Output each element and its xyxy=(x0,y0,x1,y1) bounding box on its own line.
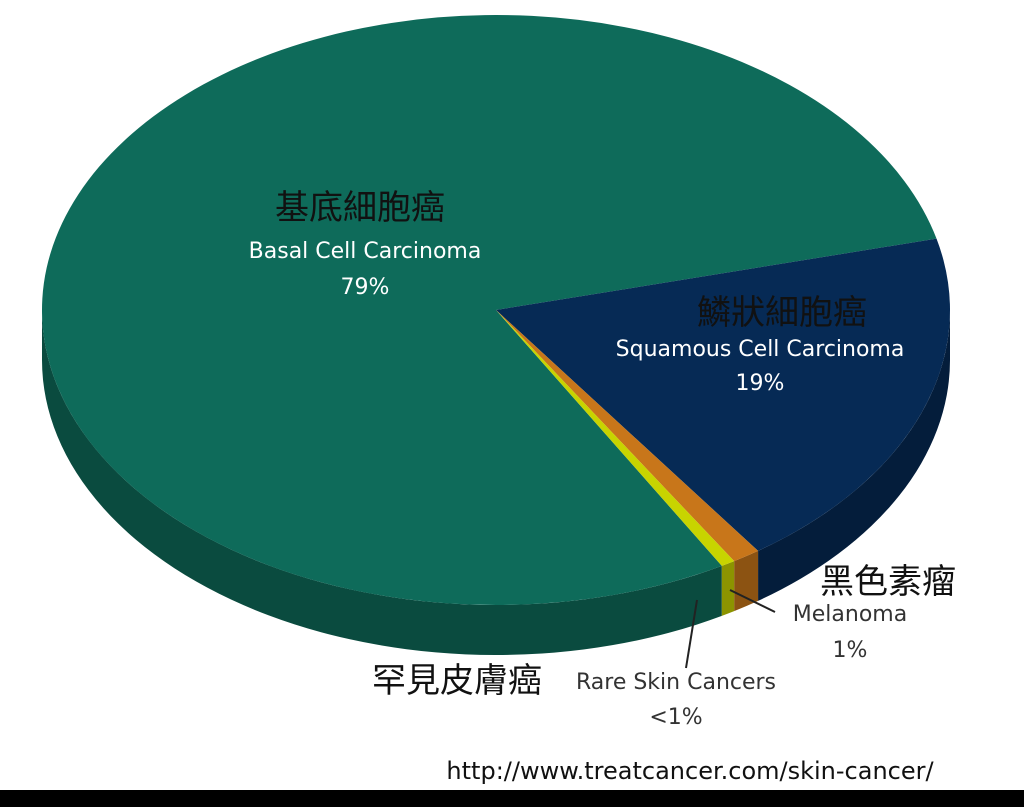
label-en: Squamous Cell Carcinoma xyxy=(616,337,905,362)
slice-side xyxy=(734,550,759,612)
source: http://www.treatcancer.com/skin-cancer/ xyxy=(446,757,934,785)
label-zh: 黑色素瘤 xyxy=(820,562,956,602)
slice-side xyxy=(758,310,950,601)
value-label: <1% xyxy=(649,705,702,730)
labels: 基底細胞癌 Basal Cell Carcinoma 79% 鱗狀細胞癌 Squamou… xyxy=(249,188,956,730)
bottom-bar xyxy=(0,790,1024,807)
label-zh: 罕見皮膚癌 xyxy=(372,661,542,701)
slice-side xyxy=(721,561,735,616)
label-en: Melanoma xyxy=(793,602,907,627)
label-en: Basal Cell Carcinoma xyxy=(249,239,482,264)
value-label: 19% xyxy=(736,371,785,396)
label-zh: 基底細胞癌 xyxy=(275,188,445,228)
slice xyxy=(496,310,735,566)
slice xyxy=(41,15,937,606)
slice xyxy=(496,310,759,562)
pie-sides xyxy=(42,310,950,655)
slice-side xyxy=(42,310,722,655)
slice xyxy=(496,238,951,551)
label-zh: 鱗狀細胞癌 xyxy=(697,293,867,333)
label-en: Rare Skin Cancers xyxy=(576,670,776,695)
value-label: 79% xyxy=(341,275,390,300)
pie-tops xyxy=(41,15,951,606)
leader-line xyxy=(685,599,698,669)
leader-line xyxy=(729,589,776,613)
value-label: 1% xyxy=(833,638,868,663)
